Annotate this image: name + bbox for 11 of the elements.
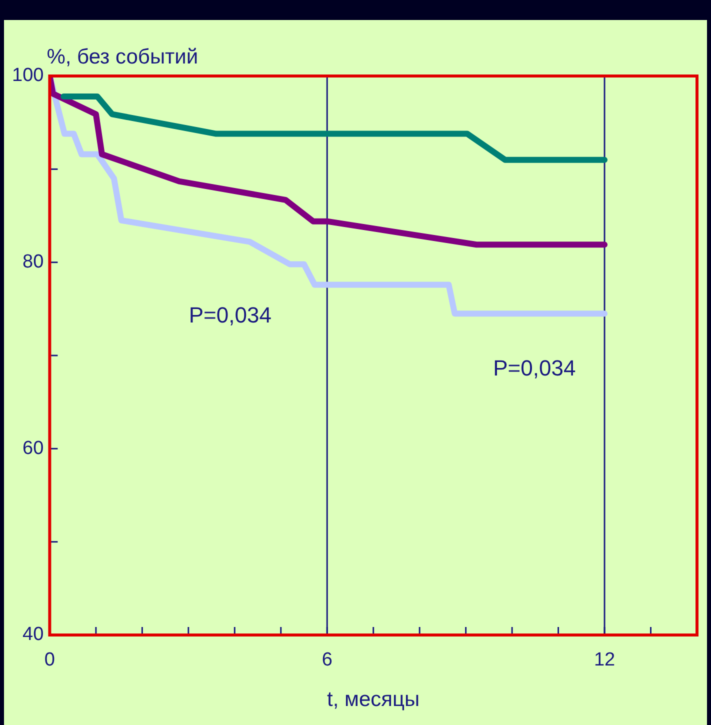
y-tick-label: 40 [22, 624, 44, 646]
x-tick-label: 6 [322, 650, 332, 671]
x-axis-title: t, месяцы [327, 688, 420, 712]
y-tick-label: 100 [12, 65, 44, 86]
x-tick-label: 0 [44, 650, 55, 671]
y-tick-label: 80 [22, 252, 44, 273]
annotation: P=0,034 [493, 356, 576, 381]
annotation: P=0,034 [188, 302, 272, 328]
x-tick-label: 12 [594, 650, 616, 671]
y-axis-title: %, без событий [46, 45, 198, 68]
y-tick-label: 60 [22, 438, 44, 459]
